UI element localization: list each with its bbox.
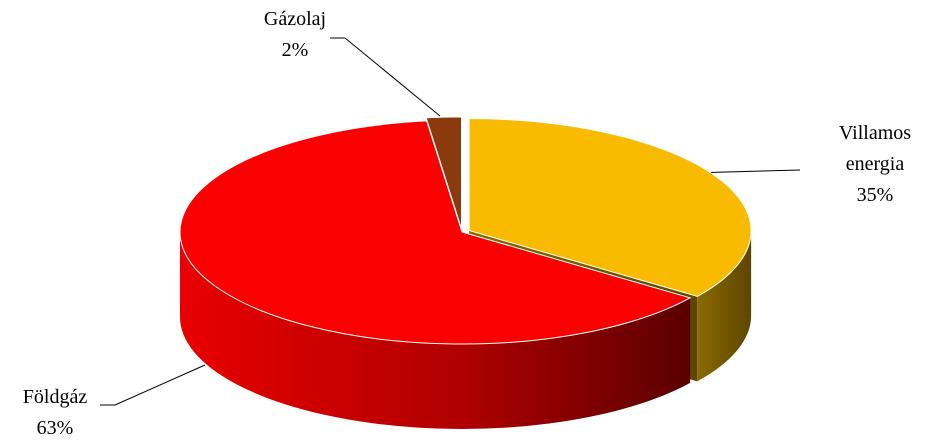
- slice: [468, 118, 752, 297]
- slice-side: [697, 230, 752, 382]
- data-label: Villamos energia 35%: [825, 118, 925, 211]
- slice: [425, 116, 462, 229]
- leader-line: [344, 37, 441, 117]
- category-name: Gázolaj: [263, 8, 327, 30]
- slice-tops: [179, 116, 752, 345]
- percent-label: 63%: [36, 417, 74, 439]
- percent-label: 35%: [856, 184, 894, 206]
- percent-label: 2%: [281, 39, 309, 61]
- slice: [179, 120, 692, 345]
- data-label: Gázolaj 2%: [240, 4, 350, 66]
- slice-side: [179, 232, 691, 430]
- leader-line: [114, 364, 206, 406]
- data-label: Földgáz 63%: [0, 382, 110, 441]
- category-name: Földgáz: [22, 386, 88, 408]
- category-name: Villamos energia: [838, 122, 912, 175]
